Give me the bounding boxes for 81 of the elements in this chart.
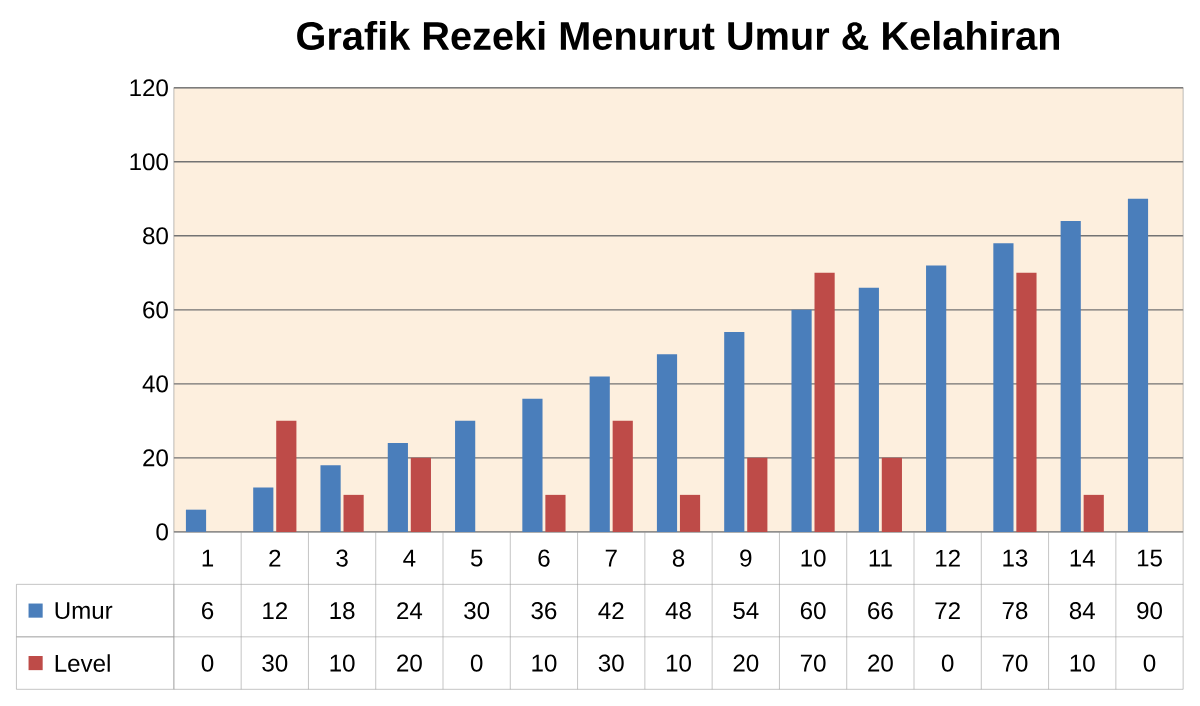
data-label: 70 bbox=[1002, 654, 1028, 672]
x-tick-label: 4 bbox=[403, 549, 416, 567]
data-label: 36 bbox=[531, 602, 557, 620]
bar bbox=[1083, 494, 1104, 532]
y-tick-label: 40 bbox=[142, 375, 168, 393]
data-label: 90 bbox=[1137, 602, 1162, 620]
data-label: 10 bbox=[330, 654, 355, 672]
x-tick-label: 14 bbox=[1070, 549, 1095, 567]
bar bbox=[545, 494, 566, 532]
bar bbox=[926, 265, 947, 532]
y-tick-label: 100 bbox=[130, 153, 168, 171]
data-label: 0 bbox=[201, 654, 214, 672]
x-tick-label: 2 bbox=[269, 549, 281, 567]
data-label: 66 bbox=[868, 602, 893, 620]
legend-label: Umur bbox=[55, 602, 113, 620]
bar bbox=[1127, 198, 1149, 532]
x-tick-label: 9 bbox=[740, 549, 752, 567]
data-label: 18 bbox=[330, 602, 355, 620]
data-label: 78 bbox=[1002, 602, 1028, 620]
bar bbox=[410, 457, 431, 532]
data-label: 10 bbox=[1070, 654, 1095, 672]
x-tick-label: 1 bbox=[202, 549, 214, 567]
data-label: 48 bbox=[665, 602, 691, 620]
bar bbox=[656, 354, 678, 532]
data-label: 54 bbox=[733, 602, 759, 620]
x-tick-label: 13 bbox=[1003, 549, 1028, 567]
data-label: 20 bbox=[733, 654, 759, 672]
data-label: 30 bbox=[598, 654, 624, 672]
x-tick-label: 12 bbox=[936, 549, 960, 567]
bar bbox=[343, 494, 364, 532]
bar bbox=[679, 494, 701, 532]
x-tick-label: 8 bbox=[672, 549, 685, 567]
bar bbox=[589, 376, 610, 532]
x-tick-label: 10 bbox=[801, 549, 826, 567]
legend-label: Level bbox=[55, 654, 110, 673]
bar bbox=[612, 420, 633, 532]
bar bbox=[276, 420, 297, 532]
y-tick-label: 80 bbox=[143, 227, 168, 245]
data-label: 20 bbox=[868, 654, 893, 672]
bar bbox=[387, 443, 408, 532]
x-tick-label: 7 bbox=[605, 549, 617, 567]
bar bbox=[814, 272, 835, 532]
bar bbox=[858, 287, 879, 532]
bar bbox=[1016, 272, 1037, 532]
data-label: 24 bbox=[397, 602, 423, 620]
data-label: 70 bbox=[800, 654, 826, 672]
data-label: 0 bbox=[470, 654, 483, 672]
y-tick-label: 20 bbox=[143, 449, 168, 467]
data-label: 0 bbox=[1143, 654, 1156, 672]
data-label: 30 bbox=[464, 602, 490, 620]
chart-title: Grafik Rezeki Menurut Umur & Kelahiran bbox=[297, 21, 1060, 51]
data-label: 10 bbox=[532, 654, 557, 672]
data-label: 12 bbox=[263, 602, 287, 620]
y-tick-label: 120 bbox=[130, 79, 168, 97]
x-tick-label: 15 bbox=[1137, 549, 1162, 567]
bar bbox=[1060, 221, 1081, 532]
x-tick-label: 11 bbox=[869, 549, 892, 567]
x-tick-label: 6 bbox=[538, 549, 550, 567]
bar bbox=[747, 457, 768, 532]
data-label: 42 bbox=[598, 602, 624, 620]
bar bbox=[881, 457, 902, 532]
x-tick-label: 3 bbox=[336, 549, 348, 567]
bar bbox=[185, 509, 207, 532]
data-label: 20 bbox=[397, 654, 422, 672]
bar bbox=[522, 398, 543, 532]
y-tick-label: 0 bbox=[156, 523, 168, 541]
bar bbox=[993, 243, 1014, 532]
data-label: 10 bbox=[666, 654, 691, 672]
data-label: 6 bbox=[202, 602, 214, 620]
y-tick-label: 60 bbox=[143, 301, 168, 319]
bar bbox=[320, 465, 341, 532]
x-tick-label: 5 bbox=[470, 549, 483, 567]
bar bbox=[791, 309, 812, 532]
bar bbox=[455, 420, 476, 532]
data-label: 72 bbox=[935, 602, 960, 620]
bar bbox=[253, 487, 274, 532]
data-label: 84 bbox=[1069, 602, 1095, 620]
data-label: 60 bbox=[800, 602, 826, 620]
data-label: 30 bbox=[262, 654, 288, 672]
bar bbox=[724, 332, 745, 532]
data-label: 0 bbox=[941, 654, 954, 672]
